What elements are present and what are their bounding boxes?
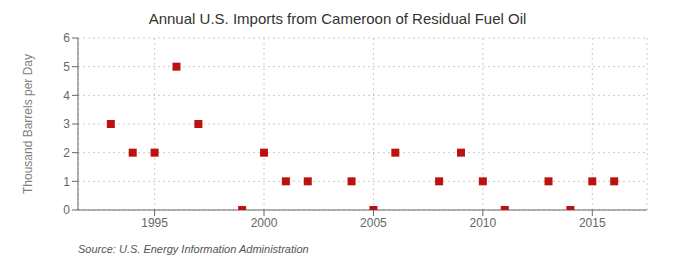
svg-text:2: 2 [63,146,70,160]
svg-text:1: 1 [63,175,70,189]
svg-text:3: 3 [63,117,70,131]
svg-text:2010: 2010 [470,216,497,230]
svg-text:6: 6 [63,31,70,45]
svg-text:2005: 2005 [360,216,387,230]
html-text:Source: U.S. Energy Informatio: Source: U.S. Energy Information Administ… [78,243,309,255]
svg-text:2000: 2000 [251,216,278,230]
svg-text:Thousand Barrels per Day: Thousand Barrels per Day [21,54,35,194]
svg-text:1995: 1995 [141,216,168,230]
svg-text:5: 5 [63,60,70,74]
svg-text:2015: 2015 [579,216,606,230]
html-text:Annual U.S. Imports from Camer: Annual U.S. Imports from Cameroon of Res… [148,10,527,27]
svg-text:4: 4 [63,89,70,103]
svg-text:0: 0 [63,203,70,217]
